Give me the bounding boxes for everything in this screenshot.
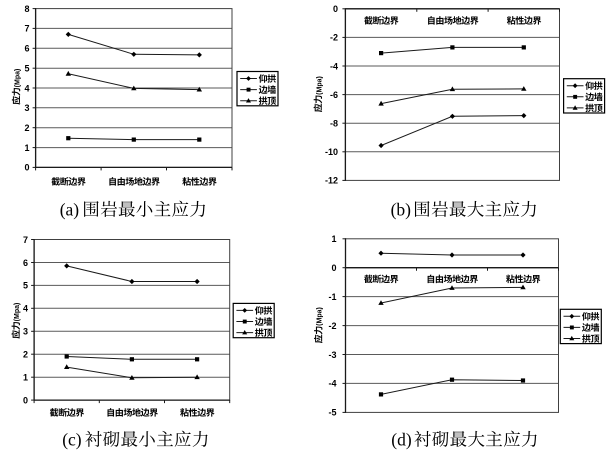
svg-text:8: 8 [24,4,29,14]
svg-text:(b): (b) [391,200,412,220]
svg-text:4: 4 [23,304,28,314]
svg-text:2: 2 [23,350,28,360]
svg-text:3: 3 [24,103,29,113]
svg-text:(a): (a) [60,200,80,220]
svg-text:-1: -1 [328,292,336,302]
svg-text:-12: -12 [325,176,338,186]
svg-text:6: 6 [24,44,29,54]
svg-text:0: 0 [333,4,338,14]
svg-text:(d): (d) [391,430,412,450]
svg-text:-2: -2 [328,321,336,331]
svg-text:3: 3 [23,327,28,337]
svg-text:-5: -5 [328,408,336,418]
svg-text:0: 0 [24,163,29,173]
svg-text:-10: -10 [325,147,338,157]
svg-text:-6: -6 [330,90,338,100]
svg-text:7: 7 [24,24,29,34]
svg-text:1: 1 [23,373,28,383]
svg-text:(Mpa): (Mpa) [14,303,21,322]
svg-text:6: 6 [23,258,28,268]
svg-text:(c): (c) [62,430,82,450]
svg-text:1: 1 [24,143,29,153]
svg-text:-3: -3 [328,350,336,360]
svg-text:0: 0 [331,263,336,273]
svg-text:-2: -2 [330,33,338,43]
svg-text:(Mpa): (Mpa) [316,76,323,95]
svg-text:(Mpa): (Mpa) [15,69,22,88]
svg-text:5: 5 [23,281,28,291]
svg-text:0: 0 [23,395,28,405]
svg-text:(Mpa): (Mpa) [317,307,324,326]
svg-text:1: 1 [331,234,336,244]
svg-text:5: 5 [24,64,29,74]
svg-text:-4: -4 [330,61,338,71]
svg-text:2: 2 [24,123,29,133]
svg-text:-4: -4 [328,379,336,389]
svg-text:-8: -8 [330,119,338,129]
svg-text:7: 7 [23,235,28,245]
svg-text:4: 4 [24,83,29,93]
